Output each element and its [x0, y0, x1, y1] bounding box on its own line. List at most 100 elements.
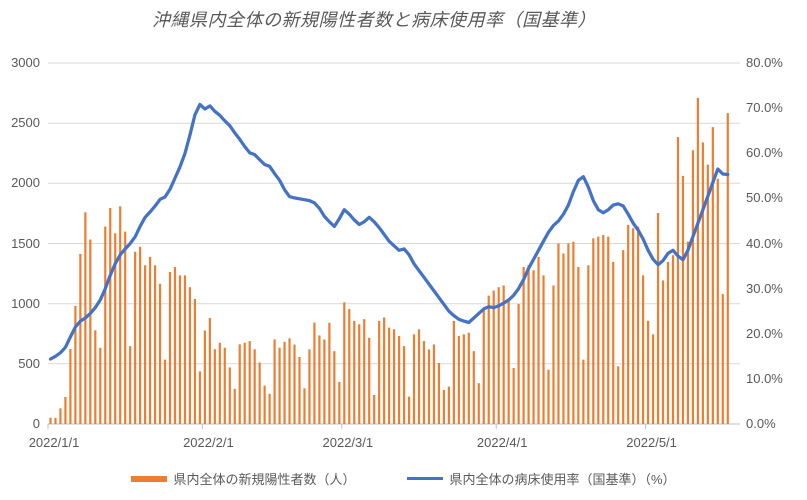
bar-2022/4/13	[557, 243, 560, 424]
bar-2022/3/2	[348, 309, 351, 424]
x-tick-label: 2022/1/1	[28, 435, 80, 450]
bar-2022/4/15	[567, 243, 570, 424]
bar-2022/2/13	[263, 385, 266, 424]
bar-2022/3/26	[467, 332, 470, 424]
bar-2022/2/1	[203, 330, 206, 424]
bar-2022/4/3	[507, 298, 510, 424]
x-tick-label: 2022/3/1	[322, 435, 374, 450]
bar-2022/1/17	[129, 346, 132, 424]
bar-2022/4/21	[597, 236, 600, 424]
bar-2022/3/25	[462, 334, 465, 424]
bar-2022/1/7	[79, 253, 82, 424]
legend-item-bed-usage: 県内全体の病床使用率（国基準）（%）	[407, 469, 676, 488]
bar-2022/4/17	[577, 266, 580, 424]
bar-2022/2/18	[288, 338, 291, 424]
bar-2022/3/16	[417, 329, 421, 424]
bar-2022/2/23	[313, 322, 316, 424]
bar-2022/1/22	[153, 265, 157, 424]
bar-2022/2/14	[268, 393, 271, 424]
bar-2022/3/12	[397, 336, 401, 424]
bar-2022/3/27	[472, 351, 475, 424]
bar-2022/3/4	[358, 324, 361, 424]
bar-2022/1/26	[173, 266, 177, 424]
x-tick-label: 2022/5/1	[626, 435, 677, 450]
bar-2022/5/4	[661, 280, 665, 424]
bar-2022/3/18	[427, 349, 431, 424]
bar-2022/1/20	[144, 265, 147, 424]
bar-2022/4/23	[607, 236, 610, 424]
bar-2022/1/4	[64, 396, 67, 424]
legend-label-bed-usage: 県内全体の病床使用率（国基準）（%）	[449, 472, 676, 487]
bar-2022/4/4	[512, 368, 515, 424]
bar-2022/3/6	[368, 337, 371, 424]
bar-2022/3/29	[482, 309, 485, 424]
bar-2022/1/1	[49, 417, 52, 424]
bar-2022/1/25	[168, 272, 172, 424]
bar-2022/4/14	[562, 253, 565, 424]
bar-2022/2/17	[283, 341, 286, 424]
bar-2022/4/18	[582, 359, 585, 424]
legend: 県内全体の新規陽性者数（人） 県内全体の病床使用率（国基準）（%）	[0, 469, 807, 488]
bar-2022/4/8	[532, 270, 535, 424]
bar-2022/1/14	[114, 233, 117, 424]
y-left-tick-label: 500	[18, 355, 40, 371]
y-right-tick-label: 30.0%	[746, 280, 783, 296]
bar-2022/3/31	[492, 290, 495, 424]
bar-2022/1/29	[188, 287, 192, 424]
bar-2022/1/13	[109, 208, 112, 424]
chart-title: 沖縄県内全体の新規陽性者数と病床使用率（国基準）	[152, 10, 596, 30]
x-tick-label: 2022/2/1	[183, 435, 234, 450]
legend-label-new-cases: 県内全体の新規陽性者数（人）	[173, 472, 356, 487]
bar-2022/1/28	[183, 275, 187, 424]
bar-2022/4/24	[612, 261, 615, 424]
bar-2022/3/17	[422, 341, 426, 424]
bar-2022/3/28	[477, 383, 480, 424]
y-right-tick-label: 20.0%	[746, 325, 783, 341]
bar-2022/2/28	[338, 381, 341, 424]
bar-2022/4/25	[617, 366, 620, 424]
bar-2022/3/19	[432, 344, 436, 424]
bar-2022/2/24	[318, 335, 321, 424]
bar-2022/2/27	[333, 351, 336, 424]
bar-2022/3/5	[363, 319, 366, 424]
bar-2022/5/9	[686, 241, 690, 424]
bar-2022/5/7	[676, 137, 680, 424]
bar-2022/3/23	[452, 320, 455, 424]
bar-2022/4/16	[572, 241, 575, 424]
bar-2022/1/16	[124, 231, 127, 424]
bar-2022/4/10	[542, 275, 545, 424]
bar-2022/2/21	[303, 388, 306, 424]
bar-2022/2/15	[273, 339, 276, 424]
bar-2022/4/1	[497, 287, 500, 424]
bar-2022/4/9	[537, 256, 540, 424]
bar-2022/5/11	[696, 97, 699, 425]
bar-2022/1/15	[119, 206, 122, 424]
bar-2022/5/6	[671, 255, 675, 424]
bar-2022/5/13	[706, 164, 709, 424]
bar-2022/4/11	[547, 369, 550, 424]
y-right-tick-label: 70.0%	[746, 100, 783, 116]
line-series-swatch	[407, 476, 444, 481]
bar-2022/4/6	[522, 266, 525, 424]
y-right-tick-label: 80.0%	[746, 55, 783, 70]
y-left-tick-label: 2500	[11, 115, 40, 131]
bar-2022/4/27	[627, 224, 630, 424]
bar-2022/1/6	[74, 305, 77, 424]
bar-2022/2/6	[228, 367, 231, 424]
bar-2022/4/20	[592, 238, 595, 424]
bar-2022/1/30	[193, 298, 197, 424]
bar-2022/2/4	[218, 342, 221, 424]
bar-2022/3/15	[412, 334, 416, 424]
bar-2022/4/22	[602, 234, 605, 424]
bar-2022/1/9	[89, 239, 92, 424]
bar-2022/2/2	[208, 317, 211, 424]
bar-2022/5/1	[646, 320, 650, 424]
bar-2022/2/7	[233, 388, 236, 424]
bar-2022/2/9	[243, 342, 246, 424]
bar-2022/1/2	[54, 417, 57, 424]
bar-2022/5/14	[711, 127, 714, 424]
bar-2022/5/17	[726, 113, 729, 424]
bar-2022/4/5	[517, 304, 520, 424]
bar-2022/4/26	[622, 250, 625, 424]
bar-2022/1/23	[158, 283, 162, 424]
